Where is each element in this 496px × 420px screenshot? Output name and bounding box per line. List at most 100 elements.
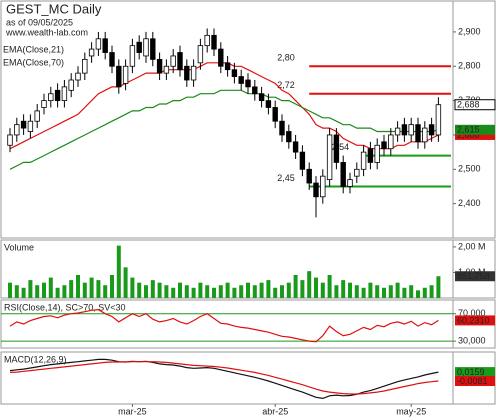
y-tick-label: 70,000: [458, 308, 486, 318]
bar: [307, 271, 312, 298]
candle-body: [116, 65, 122, 88]
level-label: 2,54: [332, 142, 350, 152]
legend-entry: EMA(Close,70): [3, 57, 64, 67]
bar: [395, 282, 400, 298]
bar: [239, 285, 244, 298]
bar: [178, 282, 182, 298]
x-tick-label: abr-25: [262, 406, 288, 416]
candle-body: [54, 89, 61, 102]
candle-body: [320, 175, 326, 198]
bar: [171, 287, 176, 298]
bar: [130, 277, 135, 298]
last-value-box: [455, 271, 495, 282]
candle-body: [258, 93, 265, 102]
level-label: 2,72: [277, 80, 295, 90]
bar: [266, 280, 271, 298]
bar: [280, 285, 284, 298]
candle-body: [156, 58, 163, 74]
candle-body: [408, 124, 414, 136]
candle-body: [82, 58, 88, 74]
panel-title: Volume: [4, 242, 34, 252]
bar: [89, 277, 94, 298]
bar: [116, 245, 121, 298]
bar: [103, 285, 108, 298]
bar: [300, 280, 305, 298]
candle-body: [170, 55, 176, 67]
bar: [191, 287, 196, 298]
bar: [76, 275, 80, 298]
bar: [320, 282, 325, 298]
candle-body: [34, 110, 40, 122]
candle-body: [313, 182, 319, 198]
bar: [361, 287, 366, 298]
y-tick-label: 2,500: [458, 164, 481, 174]
bar: [164, 285, 169, 298]
candle-body: [211, 34, 217, 50]
x-tick-label: mar-25: [118, 406, 147, 416]
candle-body: [435, 104, 442, 136]
candle-body: [7, 134, 13, 146]
y-tick-label: 2,400: [458, 198, 481, 208]
bar: [28, 280, 33, 298]
candle-body: [184, 65, 190, 81]
bar: [150, 280, 155, 298]
series-line: [9, 62, 439, 150]
last-value-label: 0,0159: [457, 367, 485, 377]
bar: [96, 280, 101, 298]
candle-body: [27, 120, 34, 132]
source: www.wealth-lab.com: [5, 27, 88, 37]
candle-body: [238, 76, 244, 84]
candle-body: [354, 168, 360, 177]
candle-body: [299, 151, 306, 170]
bar: [157, 282, 162, 298]
bar: [259, 282, 264, 298]
candle-body: [102, 38, 108, 53]
candle-body: [150, 38, 156, 60]
last-value-box: [455, 376, 495, 387]
x-tick-label: may-25: [396, 406, 426, 416]
bar: [246, 282, 250, 298]
bar: [375, 285, 380, 298]
candle-body: [122, 65, 129, 84]
bar: [62, 285, 67, 298]
bar: [327, 275, 332, 298]
series-line: [9, 89, 439, 170]
bar: [42, 282, 46, 298]
candle-body: [218, 48, 224, 67]
bar: [205, 285, 210, 298]
last-value-label: 2,688: [457, 100, 480, 110]
last-value-label: 2,600: [457, 130, 480, 140]
candle-body: [381, 141, 387, 150]
candle-body: [292, 141, 299, 153]
bar: [48, 277, 53, 298]
legend-entry: EMA(Close,21): [3, 44, 64, 54]
candle-body: [286, 131, 292, 143]
candle-body: [252, 86, 258, 95]
bar: [348, 282, 352, 298]
series-line: [9, 308, 439, 343]
candle-body: [61, 86, 68, 102]
bar: [110, 275, 114, 298]
candle-body: [265, 100, 272, 108]
candle-body: [333, 134, 340, 163]
series-line: [9, 358, 439, 400]
candle-body: [231, 69, 238, 77]
bar: [273, 287, 278, 298]
bar: [232, 287, 237, 298]
bar: [144, 285, 148, 298]
bar: [225, 282, 230, 298]
bar: [55, 287, 60, 298]
bar: [402, 287, 407, 298]
bar: [382, 287, 386, 298]
candle-body: [306, 168, 312, 184]
candle-body: [428, 124, 435, 136]
candle-body: [129, 45, 136, 67]
candle-body: [415, 124, 421, 143]
last-value-box: [455, 315, 495, 326]
last-value-box: [455, 124, 495, 135]
bar: [388, 285, 393, 298]
bar: [8, 282, 12, 298]
candle-body: [388, 134, 394, 150]
